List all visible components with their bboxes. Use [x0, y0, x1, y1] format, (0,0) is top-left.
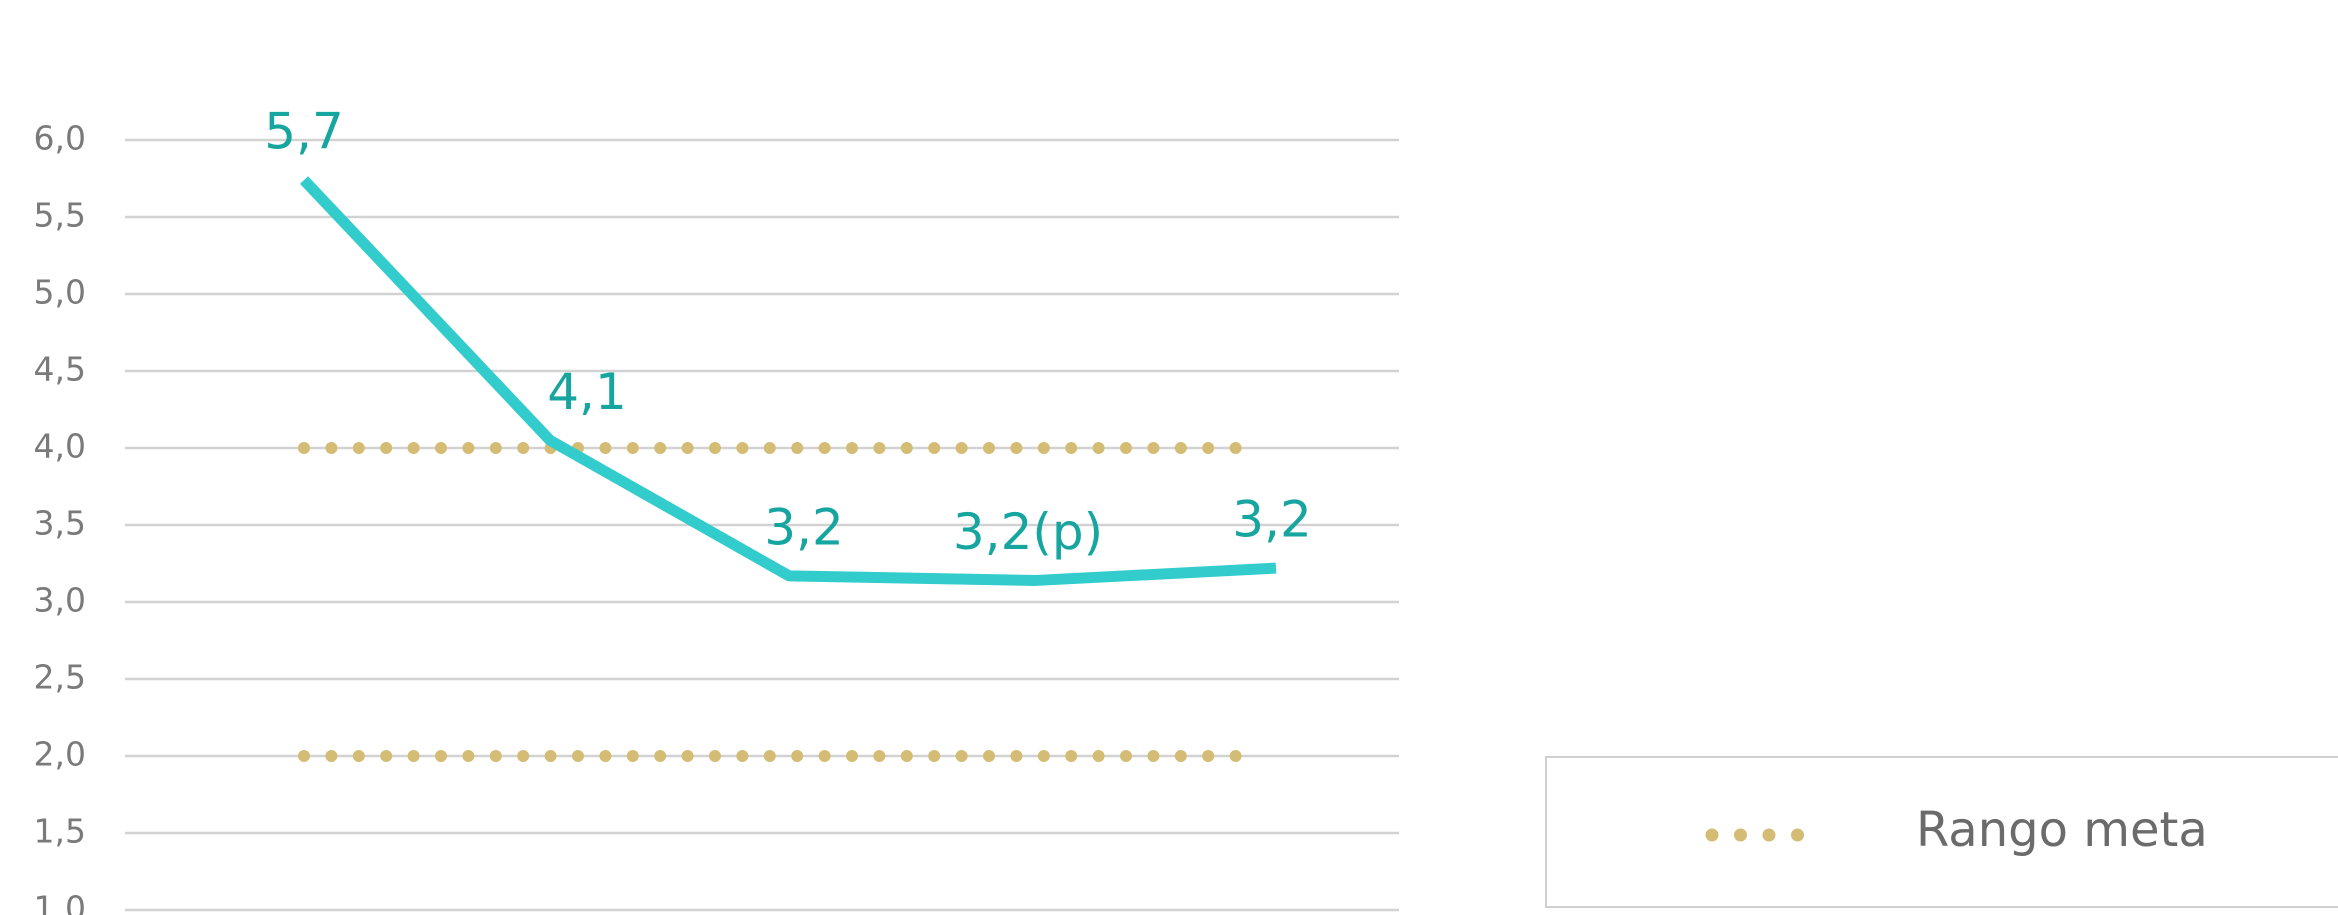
- y-tick-label: 2,5: [34, 658, 86, 697]
- data-label: 4,1: [547, 363, 627, 421]
- y-tick-label: 5,5: [34, 196, 86, 235]
- y-tick-label: 5,0: [34, 273, 86, 312]
- line: [300, 176, 1277, 586]
- y-tick-label: 3,0: [34, 581, 86, 620]
- y-tick-label: 4,0: [34, 427, 86, 466]
- data-label: 5,7: [264, 103, 344, 161]
- data-label: 3,2: [1232, 491, 1312, 549]
- legend-label: Rango meta: [1916, 802, 2208, 858]
- y-tick-label: 1,0: [34, 889, 86, 915]
- data-label: 3,2(p): [953, 503, 1103, 561]
- legend-box: [1545, 756, 2338, 908]
- data-label: 3,2: [764, 498, 844, 556]
- y-tick-label: 1,5: [34, 812, 86, 851]
- y-tick-label: 3,5: [34, 504, 86, 543]
- y-tick-label: 2,0: [34, 735, 86, 774]
- y-tick-label: 4,5: [34, 350, 86, 389]
- y-tick-label: 6,0: [34, 119, 86, 158]
